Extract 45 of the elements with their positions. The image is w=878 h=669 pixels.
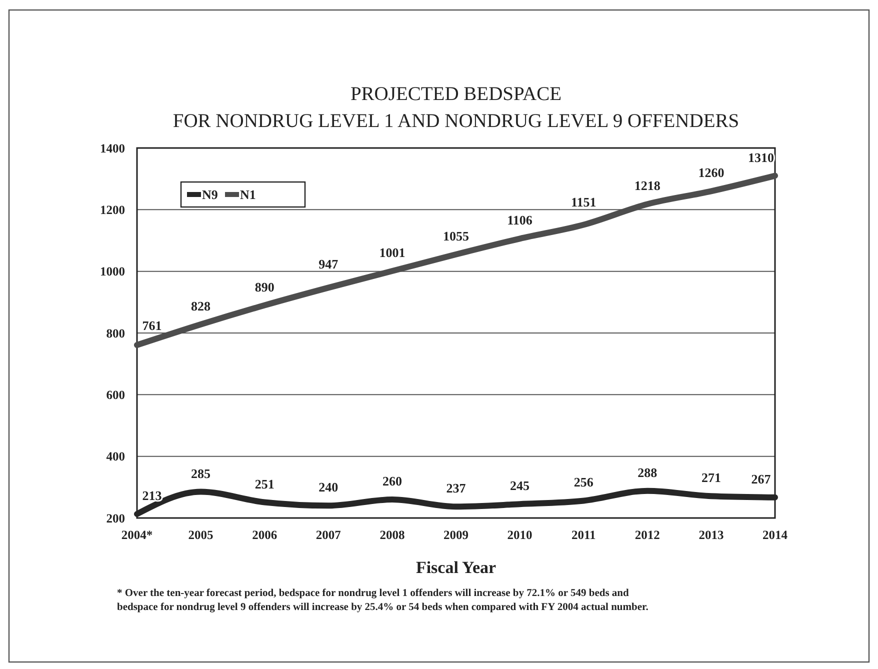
chart-title: PROJECTED BEDSPACE FOR NONDRUG LEVEL 1 AND NONDRUG LEVEL 9 OFFENDERS [172,84,740,132]
data-label: 947 [318,256,339,272]
text: * Over the ten-year forecast period, bedspace for nondrug level 1 offenders will increase by 72.1% or 549 beds and bedspace for nondrug level 9 offenders will increase by 25.4% or 54 beds when compared with FY 2004 actual number. [117,588,649,613]
data-label: 288 [638,464,658,480]
legend-label: N1 [240,187,256,202]
data-label: 251 [254,476,274,492]
data-label: 240 [318,480,338,495]
y-tick-label: 1200 [100,203,125,218]
x-tick-label: 2005 [188,528,214,542]
data-label: 1001 [379,245,406,260]
x-tick-label: 2006 [252,528,278,542]
y-tick-label: 400 [106,450,125,464]
x-tick-label: 2004* [121,528,153,542]
x-tick-label: 2014 [762,528,788,542]
data-label: 890 [254,279,274,294]
data-label: 260 [382,474,402,488]
y-tick-label: 1000 [100,264,125,279]
data-label: 245 [510,478,530,494]
data-label: 256 [574,474,594,490]
data-label: 267 [751,471,772,486]
x-tick-label: 2011 [571,528,596,542]
x-tick-label: 2010 [507,528,532,542]
data-label: 1055 [443,228,470,244]
legend-label: N9 [202,187,218,202]
data-label: 1151 [570,194,596,210]
data-label: 1310 [748,150,774,165]
data-label: 285 [191,466,212,481]
data-label: 271 [701,470,721,486]
x-tick-label: 2013 [698,528,724,542]
y-tick-label: 800 [106,326,125,340]
y-tick-label: 1400 [100,141,125,156]
y-tick-label: 200 [106,511,125,526]
x-axis-title: Fiscal Year [416,558,496,577]
data-label: 761 [142,318,162,333]
data-label: 237 [446,480,466,496]
x-tick-label: 2012 [634,528,660,542]
data-label: 1260 [698,165,724,180]
data-label: 213 [142,488,162,503]
x-tick-label: 2008 [380,528,405,542]
x-tick-label: 2007 [316,528,341,542]
data-label: 828 [191,298,212,314]
y-tick-label: 600 [106,388,125,402]
x-tick-label: 2009 [444,528,468,542]
data-label: 1218 [634,178,661,194]
data-label: 1106 [507,212,533,228]
